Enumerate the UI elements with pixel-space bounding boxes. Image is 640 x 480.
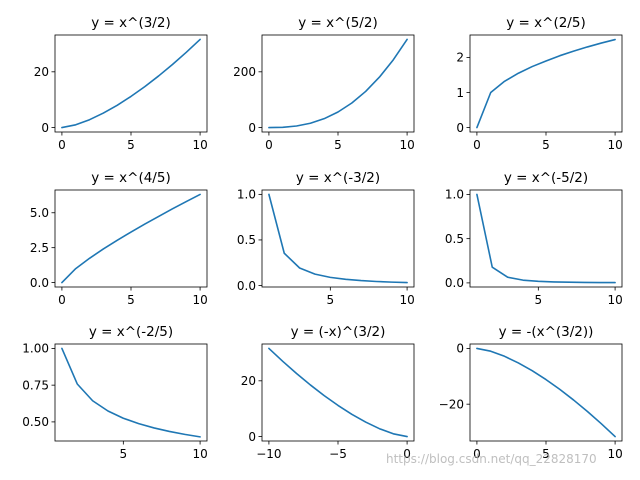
subplot-7: y = x^(-2/5) 5 10 0.50 0.75 1.00: [22, 324, 207, 461]
y-tick-label: 0.0: [237, 279, 256, 293]
series-line: [268, 347, 408, 438]
series-line: [476, 193, 616, 284]
y-tick-label: 0.75: [22, 378, 49, 392]
x-tick-label: 10: [192, 447, 207, 461]
x-tick-label: 5: [334, 138, 342, 152]
subplot-5: y = x^(-3/2) 5 10 0.0 0.5 1.0: [237, 170, 415, 307]
watermark-text: https://blog.csdn.net/qq_22828170: [386, 452, 597, 466]
subplot-6: y = x^(-5/2) 5 10 0.0 0.5 1.0: [445, 170, 623, 307]
y-tick-label: 1.0: [237, 188, 256, 202]
x-tick-label: 5: [127, 293, 135, 307]
series-line: [61, 193, 201, 284]
y-tick-label: 1.0: [445, 188, 464, 202]
series-line: [61, 38, 201, 129]
subplot-8: y = (-x)^(3/2) −10 −5 0 0 20: [241, 324, 415, 461]
subplot-title: y = x^(2/5): [506, 15, 585, 31]
x-tick-label: 0: [473, 447, 481, 461]
x-tick-label: 0: [403, 447, 411, 461]
y-tick-label: 0.5: [237, 233, 256, 247]
y-tick-label: 0: [41, 121, 49, 135]
axes-frame: [469, 189, 623, 288]
x-tick-label: 5: [542, 138, 550, 152]
y-tick-label: 0.0: [445, 276, 464, 290]
subplot-title: y = x^(-2/5): [89, 324, 173, 340]
y-tick-label: 0.50: [22, 415, 49, 429]
subplot-3: y = x^(2/5) 0 5 10 0 1 2: [456, 15, 622, 152]
axes-frame: [469, 343, 623, 442]
series-line: [268, 38, 408, 129]
y-tick-label: 1: [456, 86, 464, 100]
y-tick-label: 0.5: [445, 232, 464, 246]
x-tick-label: 0: [58, 293, 66, 307]
series-line: [61, 347, 201, 438]
subplot-title: y = (-x)^(3/2): [291, 324, 386, 340]
x-tick-label: 5: [535, 293, 543, 307]
x-tick-label: 10: [399, 138, 414, 152]
subplot-2: y = x^(5/2) 0 5 10 0 200: [233, 15, 415, 152]
axes-frame: [469, 34, 623, 133]
y-tick-label: 200: [233, 65, 256, 79]
series-line: [476, 347, 616, 438]
y-tick-label: 0: [456, 121, 464, 135]
x-tick-label: 5: [327, 293, 335, 307]
x-tick-label: 5: [127, 138, 135, 152]
x-tick-label: 10: [607, 138, 622, 152]
x-tick-label: 10: [192, 293, 207, 307]
y-tick-label: 20: [34, 65, 49, 79]
axes-frame: [261, 343, 415, 442]
subplot-title: y = x^(-3/2): [296, 170, 380, 186]
x-tick-label: 5: [120, 447, 128, 461]
axes-frame: [261, 189, 415, 288]
subplot-4: y = x^(4/5) 0 5 10 0.0 2.5 5.0: [30, 170, 208, 307]
y-tick-label: 0: [456, 342, 464, 356]
y-tick-label: 0.0: [30, 276, 49, 290]
y-tick-label: 0: [248, 430, 256, 444]
subplot-title: y = x^(4/5): [91, 170, 170, 186]
x-tick-label: −5: [329, 447, 347, 461]
axes-frame: [54, 343, 208, 442]
subplot-title: y = x^(-5/2): [504, 170, 588, 186]
x-tick-label: 0: [265, 138, 273, 152]
axes-frame: [261, 34, 415, 133]
x-tick-label: 5: [542, 447, 550, 461]
axes-frame: [54, 189, 208, 288]
subplot-title: y = x^(3/2): [91, 15, 170, 31]
y-tick-label: 2: [456, 51, 464, 65]
series-line: [476, 38, 616, 129]
subplot-title: y = x^(5/2): [298, 15, 377, 31]
x-tick-label: 10: [192, 138, 207, 152]
subplot-1: y = x^(3/2) 0 5 10 0 20: [34, 15, 208, 152]
x-tick-label: 10: [399, 293, 414, 307]
y-tick-label: 5.0: [30, 206, 49, 220]
y-tick-label: 2.5: [30, 241, 49, 255]
x-tick-label: 0: [58, 138, 66, 152]
subplot-title: y = -(x^(3/2)): [499, 324, 594, 340]
axes-frame: [54, 34, 208, 133]
x-tick-label: 10: [607, 447, 622, 461]
x-tick-label: −10: [256, 447, 281, 461]
y-tick-label: 0: [248, 121, 256, 135]
y-tick-label: 1.00: [22, 342, 49, 356]
series-line: [268, 193, 408, 284]
y-tick-label: −20: [439, 397, 464, 411]
x-tick-label: 0: [473, 138, 481, 152]
subplot-9: y = -(x^(3/2)) 0 5 10 −20 0: [439, 324, 623, 461]
y-tick-label: 20: [241, 374, 256, 388]
x-tick-label: 10: [607, 293, 622, 307]
